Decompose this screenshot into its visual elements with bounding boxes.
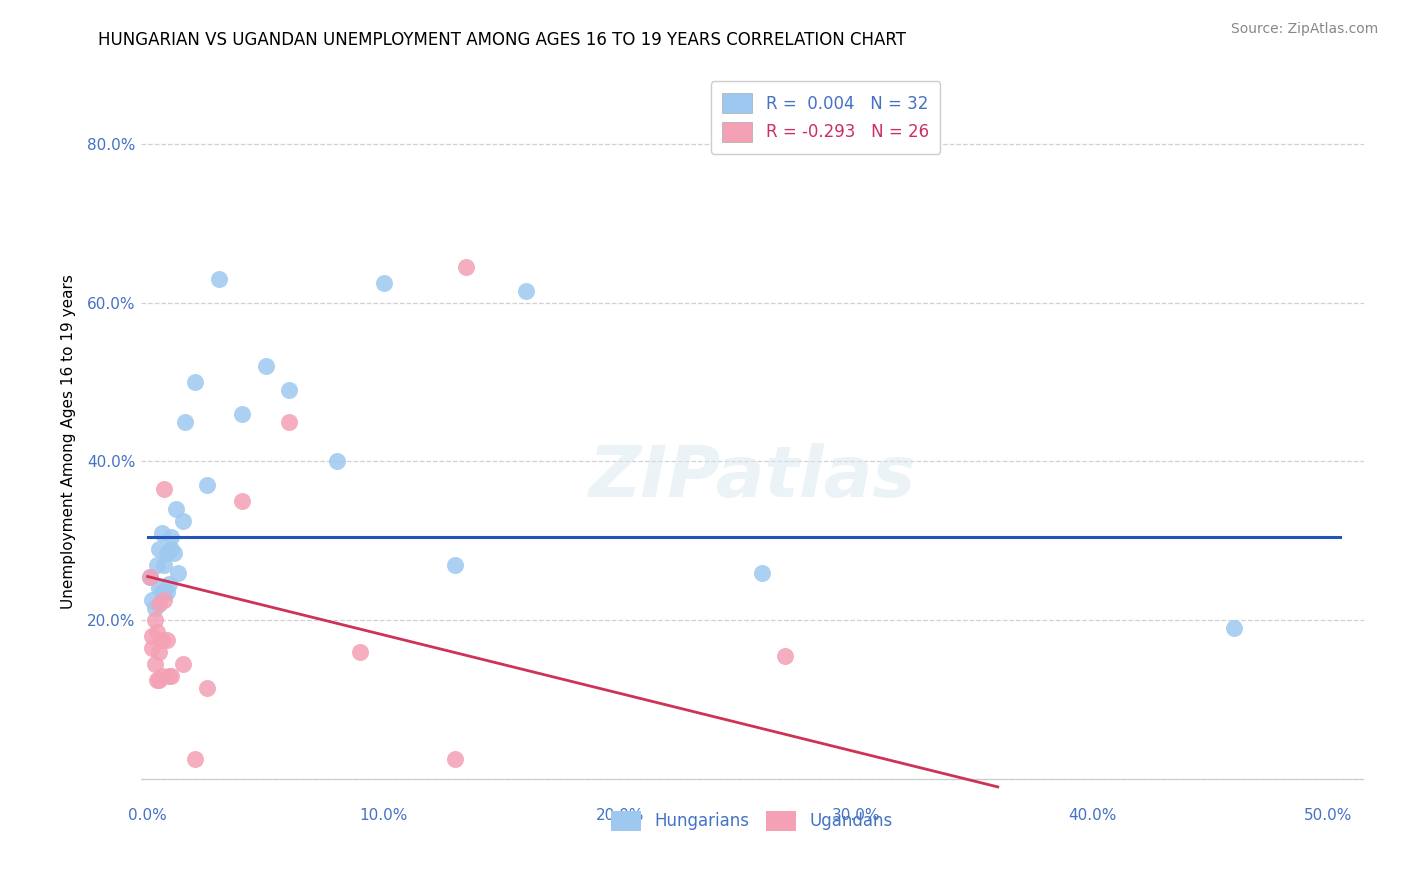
Point <box>278 415 301 429</box>
Point <box>150 669 173 683</box>
Point <box>231 494 253 508</box>
Point <box>146 673 169 687</box>
Point <box>148 582 170 596</box>
Point <box>153 585 176 599</box>
Point <box>184 752 207 766</box>
Point <box>148 541 170 556</box>
Point <box>160 669 183 683</box>
Point <box>160 530 183 544</box>
Point <box>254 359 277 373</box>
Point <box>373 276 395 290</box>
Text: HUNGARIAN VS UGANDAN UNEMPLOYMENT AMONG AGES 16 TO 19 YEARS CORRELATION CHART: HUNGARIAN VS UGANDAN UNEMPLOYMENT AMONG … <box>98 31 907 49</box>
Point <box>157 577 180 591</box>
Point <box>349 645 371 659</box>
Point <box>515 284 537 298</box>
Legend: Hungarians, Ugandans: Hungarians, Ugandans <box>605 805 900 838</box>
Point <box>153 593 176 607</box>
Point <box>195 478 218 492</box>
Point <box>139 569 162 583</box>
Point <box>141 629 163 643</box>
Point <box>141 640 163 655</box>
Point <box>141 593 163 607</box>
Point <box>148 597 170 611</box>
Y-axis label: Unemployment Among Ages 16 to 19 years: Unemployment Among Ages 16 to 19 years <box>60 274 76 609</box>
Point <box>207 272 229 286</box>
Point <box>443 558 465 572</box>
Point <box>1223 621 1246 635</box>
Point <box>146 558 169 572</box>
Point <box>155 585 177 599</box>
Point <box>139 569 162 583</box>
Point <box>153 558 176 572</box>
Text: Source: ZipAtlas.com: Source: ZipAtlas.com <box>1230 22 1378 37</box>
Point <box>184 375 207 389</box>
Point <box>775 648 797 663</box>
Point <box>456 260 478 274</box>
Point <box>155 546 177 560</box>
Point <box>143 601 166 615</box>
Point <box>174 415 197 429</box>
Point <box>146 625 169 640</box>
Point <box>165 502 187 516</box>
Point <box>172 657 194 671</box>
Point <box>143 613 166 627</box>
Point <box>153 482 176 496</box>
Point <box>150 633 173 648</box>
Point <box>148 673 170 687</box>
Point <box>167 566 190 580</box>
Point <box>163 546 186 560</box>
Point <box>143 657 166 671</box>
Point <box>751 566 773 580</box>
Point <box>195 681 218 695</box>
Point <box>325 454 347 468</box>
Point <box>155 633 177 648</box>
Point <box>231 407 253 421</box>
Text: ZIPatlas: ZIPatlas <box>589 443 915 512</box>
Point <box>160 541 183 556</box>
Point <box>150 585 173 599</box>
Point <box>278 383 301 397</box>
Point <box>172 514 194 528</box>
Point <box>157 669 180 683</box>
Point <box>148 645 170 659</box>
Point <box>443 752 465 766</box>
Point <box>150 525 173 540</box>
